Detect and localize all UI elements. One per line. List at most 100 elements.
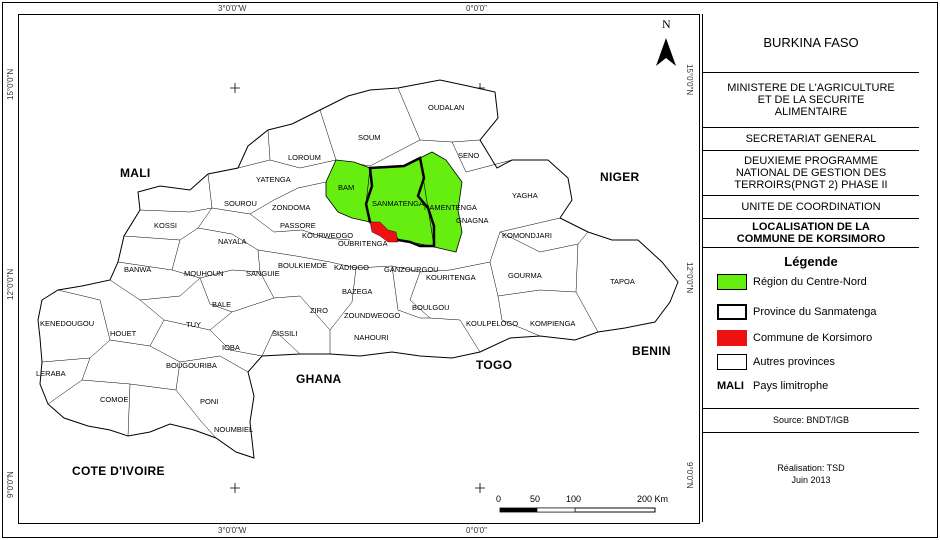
info-panel: BURKINA FASO MINISTERE DE L'AGRICULTURE … [702,14,919,522]
province-label: NAHOURI [354,333,389,342]
coord-bottom-left: 3°0'0"W [218,526,247,535]
country-label-togo: TOGO [476,358,513,372]
province-label: NAYALA [218,237,246,246]
programme: DEUXIEME PROGRAMME NATIONAL DE GESTION D… [703,150,919,196]
unite: UNITE DE COORDINATION [703,196,919,219]
province-label: SANMATENGA [372,199,424,208]
province-label: GNAGNA [456,216,489,225]
secretariat: SECRETARIAT GENERAL [703,128,919,151]
map-frame [18,14,700,524]
province-label: BOULGOU [412,303,450,312]
north-arrow-icon: N [656,17,676,66]
north-label: N [662,17,671,31]
province-label: NAMENTENGA [424,203,477,212]
legend-item-pays: MALI Pays limitrophe [717,380,828,392]
legend-item-autres: Autres provinces [717,354,835,370]
coord-left-mid: 12°0'0"N [6,268,15,300]
coord-top-right: 0°0'0" [466,4,487,13]
province-label: YATENGA [256,175,291,184]
secretariat-text: SECRETARIAT GENERAL [745,133,877,145]
province-label: TAPOA [610,277,635,286]
province-label: NOUMBIEL [214,425,253,434]
province-label: KENEDOUGOU [40,319,94,328]
province-labels: OUDALAN SOUM SENO LOROUM YATENGA BAM SAN… [36,103,635,434]
legend-item-province: Province du Sanmatenga [717,304,877,320]
province-label: ZONDOMA [272,203,310,212]
legend-label: Autres provinces [753,356,835,368]
province-label: IOBA [222,343,240,352]
coord-bottom-right: 0°0'0" [466,526,487,535]
ministry-text: MINISTERE DE L'AGRICULTURE ET DE LA SECU… [727,81,895,118]
date-text: Juin 2013 [791,475,831,485]
country-label-benin: BENIN [632,344,671,358]
province-label: MOUHOUN [184,269,224,278]
province-label: PONI [200,397,218,406]
province-label: KOULPELOGO [466,319,518,328]
province-label: SANGUIE [246,269,280,278]
province-label: COMOE [100,395,128,404]
legend-swatch-province [717,304,747,320]
scale-tick: 50 [530,494,540,504]
scale-bar: 0 50 100 200 Km [496,494,668,513]
realisation-block: Réalisation: TSD Juin 2013 [703,462,919,486]
legend-label: Région du Centre-Nord [753,276,867,288]
country-label-niger: NIGER [600,170,640,184]
coord-top-left: 3°0'0"W [218,4,247,13]
province-label: GOURMA [508,271,542,280]
province-label: KOURWEOGO [302,231,353,240]
province-label: YAGHA [512,191,538,200]
province-label: LOROUM [288,153,321,162]
province-label: TUY [186,320,201,329]
country-label-mali: MALI [120,166,151,180]
province-label: ZIRO [310,306,328,315]
legend: Légende Région du Centre-Nord Province d… [703,248,919,409]
province-label: KOURITENGA [426,273,476,282]
scale-tick: 100 [566,494,581,504]
coord-left-top: 15°0'0"N [6,68,15,100]
province-label: PASSORE [280,221,316,230]
province-label: BOULKIEMDE [278,261,327,270]
province-label: LERABA [36,369,66,378]
province-label: BOUGOURIBA [166,361,217,370]
country-label-cote-divoire: COTE D'IVOIRE [72,464,165,478]
source-text: Source: BNDT/IGB [772,415,850,425]
unite-text: UNITE DE COORDINATION [741,201,881,213]
province-label: GANZOURGOU [384,265,439,274]
province-boundaries [41,87,599,439]
scale-tick: 200 Km [637,494,668,504]
province-label: ZOUNDWEOGO [344,311,400,320]
country-title-text: BURKINA FASO [763,35,859,50]
burkina-map: OUDALAN SOUM SENO LOROUM YATENGA BAM SAN… [36,17,679,513]
province-label: KADIOGO [334,263,369,272]
programme-text: DEUXIEME PROGRAMME NATIONAL DE GESTION D… [734,154,888,191]
province-label: KOMONDJARI [502,231,552,240]
legend-swatch-region [717,274,747,290]
realisation-text: Réalisation: TSD [777,463,845,473]
province-label: BAM [338,183,354,192]
country-title: BURKINA FASO [703,14,919,73]
source: Source: BNDT/IGB [703,408,919,433]
province-label: OUBRITENGA [338,239,388,248]
legend-key-pays: MALI [717,380,744,392]
legend-item-region: Région du Centre-Nord [717,274,867,290]
province-label: SENO [458,151,479,160]
province-label: BANWA [124,265,151,274]
province-label: SOUM [358,133,381,142]
legend-swatch-autres [717,354,747,370]
province-label: BAZEGA [342,287,372,296]
coord-left-bot: 9°0'0"N [6,471,15,498]
legend-title: Légende [784,254,838,269]
province-label: OUDALAN [428,103,464,112]
province-label: SISSILI [272,329,297,338]
province-label: KOMPIENGA [530,319,575,328]
ministry: MINISTERE DE L'AGRICULTURE ET DE LA SECU… [703,72,919,128]
centre-nord-inner-boundary [365,157,435,247]
map-title: LOCALISATION DE LA COMMUNE DE KORSIMORO [703,218,919,248]
province-label: BALE [212,300,231,309]
korsimoro-commune [369,221,399,243]
map-title-text: LOCALISATION DE LA COMMUNE DE KORSIMORO [736,220,886,245]
legend-item-commune: Commune de Korsimoro [717,330,872,346]
province-label: KOSSI [154,221,177,230]
